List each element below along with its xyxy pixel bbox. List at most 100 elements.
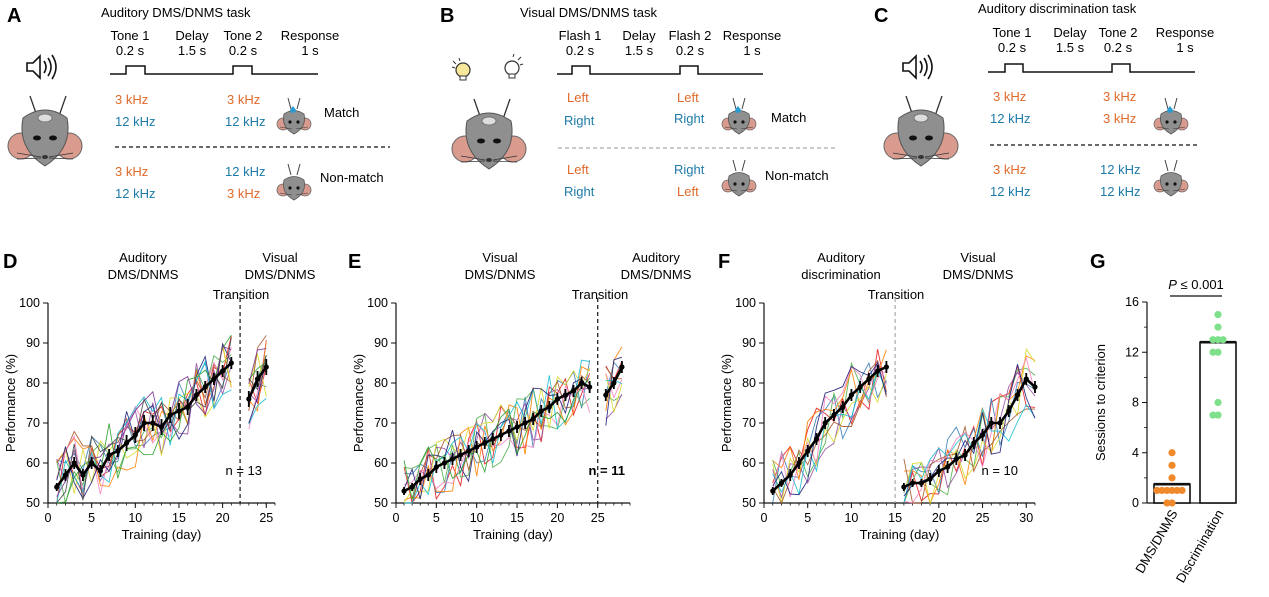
timeline-delay-dur: 1.5 s <box>625 43 654 58</box>
lick-mouse-icon <box>276 97 312 135</box>
match-row2-right: 12 kHz <box>225 114 265 129</box>
phase-label: DMS/DNMS <box>621 267 692 282</box>
phase-label: Auditory <box>817 250 865 265</box>
nonmatch-row1-right: 12 kHz <box>225 164 265 179</box>
chart-panel-e: E Visual DMS/DNMS Auditory DMS/DNMS Transitio… <box>348 250 692 542</box>
mean-point <box>263 364 269 370</box>
mean-point <box>901 484 907 490</box>
phase-label: Visual <box>960 250 995 265</box>
timeline-tone1-dur: 0.2 s <box>116 43 145 58</box>
y-tick-label: 60 <box>374 456 388 470</box>
data-point <box>1214 398 1222 407</box>
x-axis-label: Training (day) <box>473 527 553 542</box>
nonmatch-row1-right: Right <box>674 162 705 177</box>
mean-line <box>403 381 591 493</box>
y-tick-label: 4 <box>1132 446 1139 460</box>
mean-point <box>927 476 933 482</box>
y-tick-label: 8 <box>1132 396 1139 410</box>
phase-label: Auditory <box>119 250 167 265</box>
mean-point <box>202 384 208 390</box>
timeline-trace <box>988 63 1195 73</box>
panel-label-c: C <box>874 5 888 27</box>
timeline-tone2: Tone 2 <box>223 28 262 43</box>
subject-trace <box>772 349 887 480</box>
match-row1-left: Left <box>567 90 589 105</box>
y-tick-label: 70 <box>26 416 40 430</box>
mean-point <box>944 464 951 470</box>
subject-trace <box>605 356 623 426</box>
mean-point <box>401 488 407 494</box>
match-row2-right: Right <box>674 111 705 126</box>
y-tick-label: 70 <box>742 416 756 430</box>
nonmatch-row1-left: Left <box>567 162 589 177</box>
mean-point <box>211 376 217 382</box>
y-tick-label: 80 <box>374 376 388 390</box>
timeline-tone2-dur: 0.2 s <box>229 43 258 58</box>
mean-point <box>1006 408 1012 414</box>
subject-trace <box>772 359 887 500</box>
x-tick-label: 10 <box>470 511 484 525</box>
subject-trace <box>772 373 887 504</box>
x-tick-label: 25 <box>591 511 605 525</box>
nonmatch-row2-left: Right <box>564 184 595 199</box>
mean-point <box>457 452 464 458</box>
timeline-response-dur: 1 s <box>301 43 319 58</box>
panel-label: F <box>718 251 730 273</box>
y-tick-label: 60 <box>742 456 756 470</box>
mean-point <box>449 456 456 462</box>
subject-trace <box>404 360 591 494</box>
mean-point <box>805 448 811 454</box>
data-point <box>1209 336 1217 344</box>
mean-point <box>962 452 968 458</box>
nonmatch-label: Non-match <box>320 170 384 185</box>
panel-c-title: Auditory discrimination task <box>978 1 1137 16</box>
chart-panel-f: F Auditory discrimination Visual DMS/DNMS Tra… <box>718 250 1038 542</box>
mean-point <box>971 440 977 446</box>
mean-point <box>80 472 86 478</box>
mean-point <box>490 436 496 442</box>
mean-point <box>857 384 863 390</box>
x-tick-label: 25 <box>976 511 990 525</box>
mean-point <box>474 444 480 450</box>
data-point <box>1168 461 1176 469</box>
nolick-mouse-icon <box>276 163 312 201</box>
bulb-on-icon <box>451 57 471 81</box>
timeline-tone1: Tone 1 <box>992 25 1031 40</box>
bulb-off-icon <box>504 53 524 79</box>
x-tick-label: Discrimination <box>1173 507 1227 585</box>
subject-trace <box>903 356 1036 504</box>
mean-point <box>562 392 569 398</box>
y-tick-label: 70 <box>374 416 388 430</box>
panel-label: E <box>348 251 361 273</box>
phase-label: DMS/DNMS <box>465 267 536 282</box>
bar <box>1199 341 1237 504</box>
data-point <box>1168 499 1176 507</box>
mean-point <box>433 464 439 470</box>
subject-trace <box>248 362 267 380</box>
timeline-delay: Delay <box>175 28 209 43</box>
data-point <box>1168 474 1176 482</box>
mean-point <box>522 420 528 426</box>
y-tick-label: 90 <box>374 336 388 350</box>
mean-point <box>150 420 156 426</box>
x-tick-label: 0 <box>393 511 400 525</box>
lick-mouse-icon <box>1153 97 1189 135</box>
phase-label: Visual <box>482 250 517 265</box>
chart-panel-d: D Auditory DMS/DNMS Visual DMS/DNMS Transitio… <box>3 250 316 542</box>
nonmatch-row2-right: Left <box>677 184 699 199</box>
row4-left: 12 kHz <box>990 184 1030 199</box>
y-tick-label: 90 <box>742 336 756 350</box>
mean-point <box>530 416 536 422</box>
mean-point <box>115 448 121 454</box>
x-tick-label: 10 <box>128 511 142 525</box>
panel-a: A Auditory DMS/DNMS task Tone 1 0.2 s De… <box>7 5 390 201</box>
mean-point <box>831 412 837 418</box>
timeline-a: Tone 1 0.2 s Delay 1.5 s Tone 2 0.2 s Re… <box>110 28 339 58</box>
phase-label: discrimination <box>801 267 880 282</box>
mean-line <box>903 376 1036 489</box>
subject-trace <box>403 367 591 503</box>
nolick-mouse-icon <box>1153 159 1189 197</box>
transition-label: Transition <box>213 287 270 302</box>
mean-point <box>936 468 942 474</box>
